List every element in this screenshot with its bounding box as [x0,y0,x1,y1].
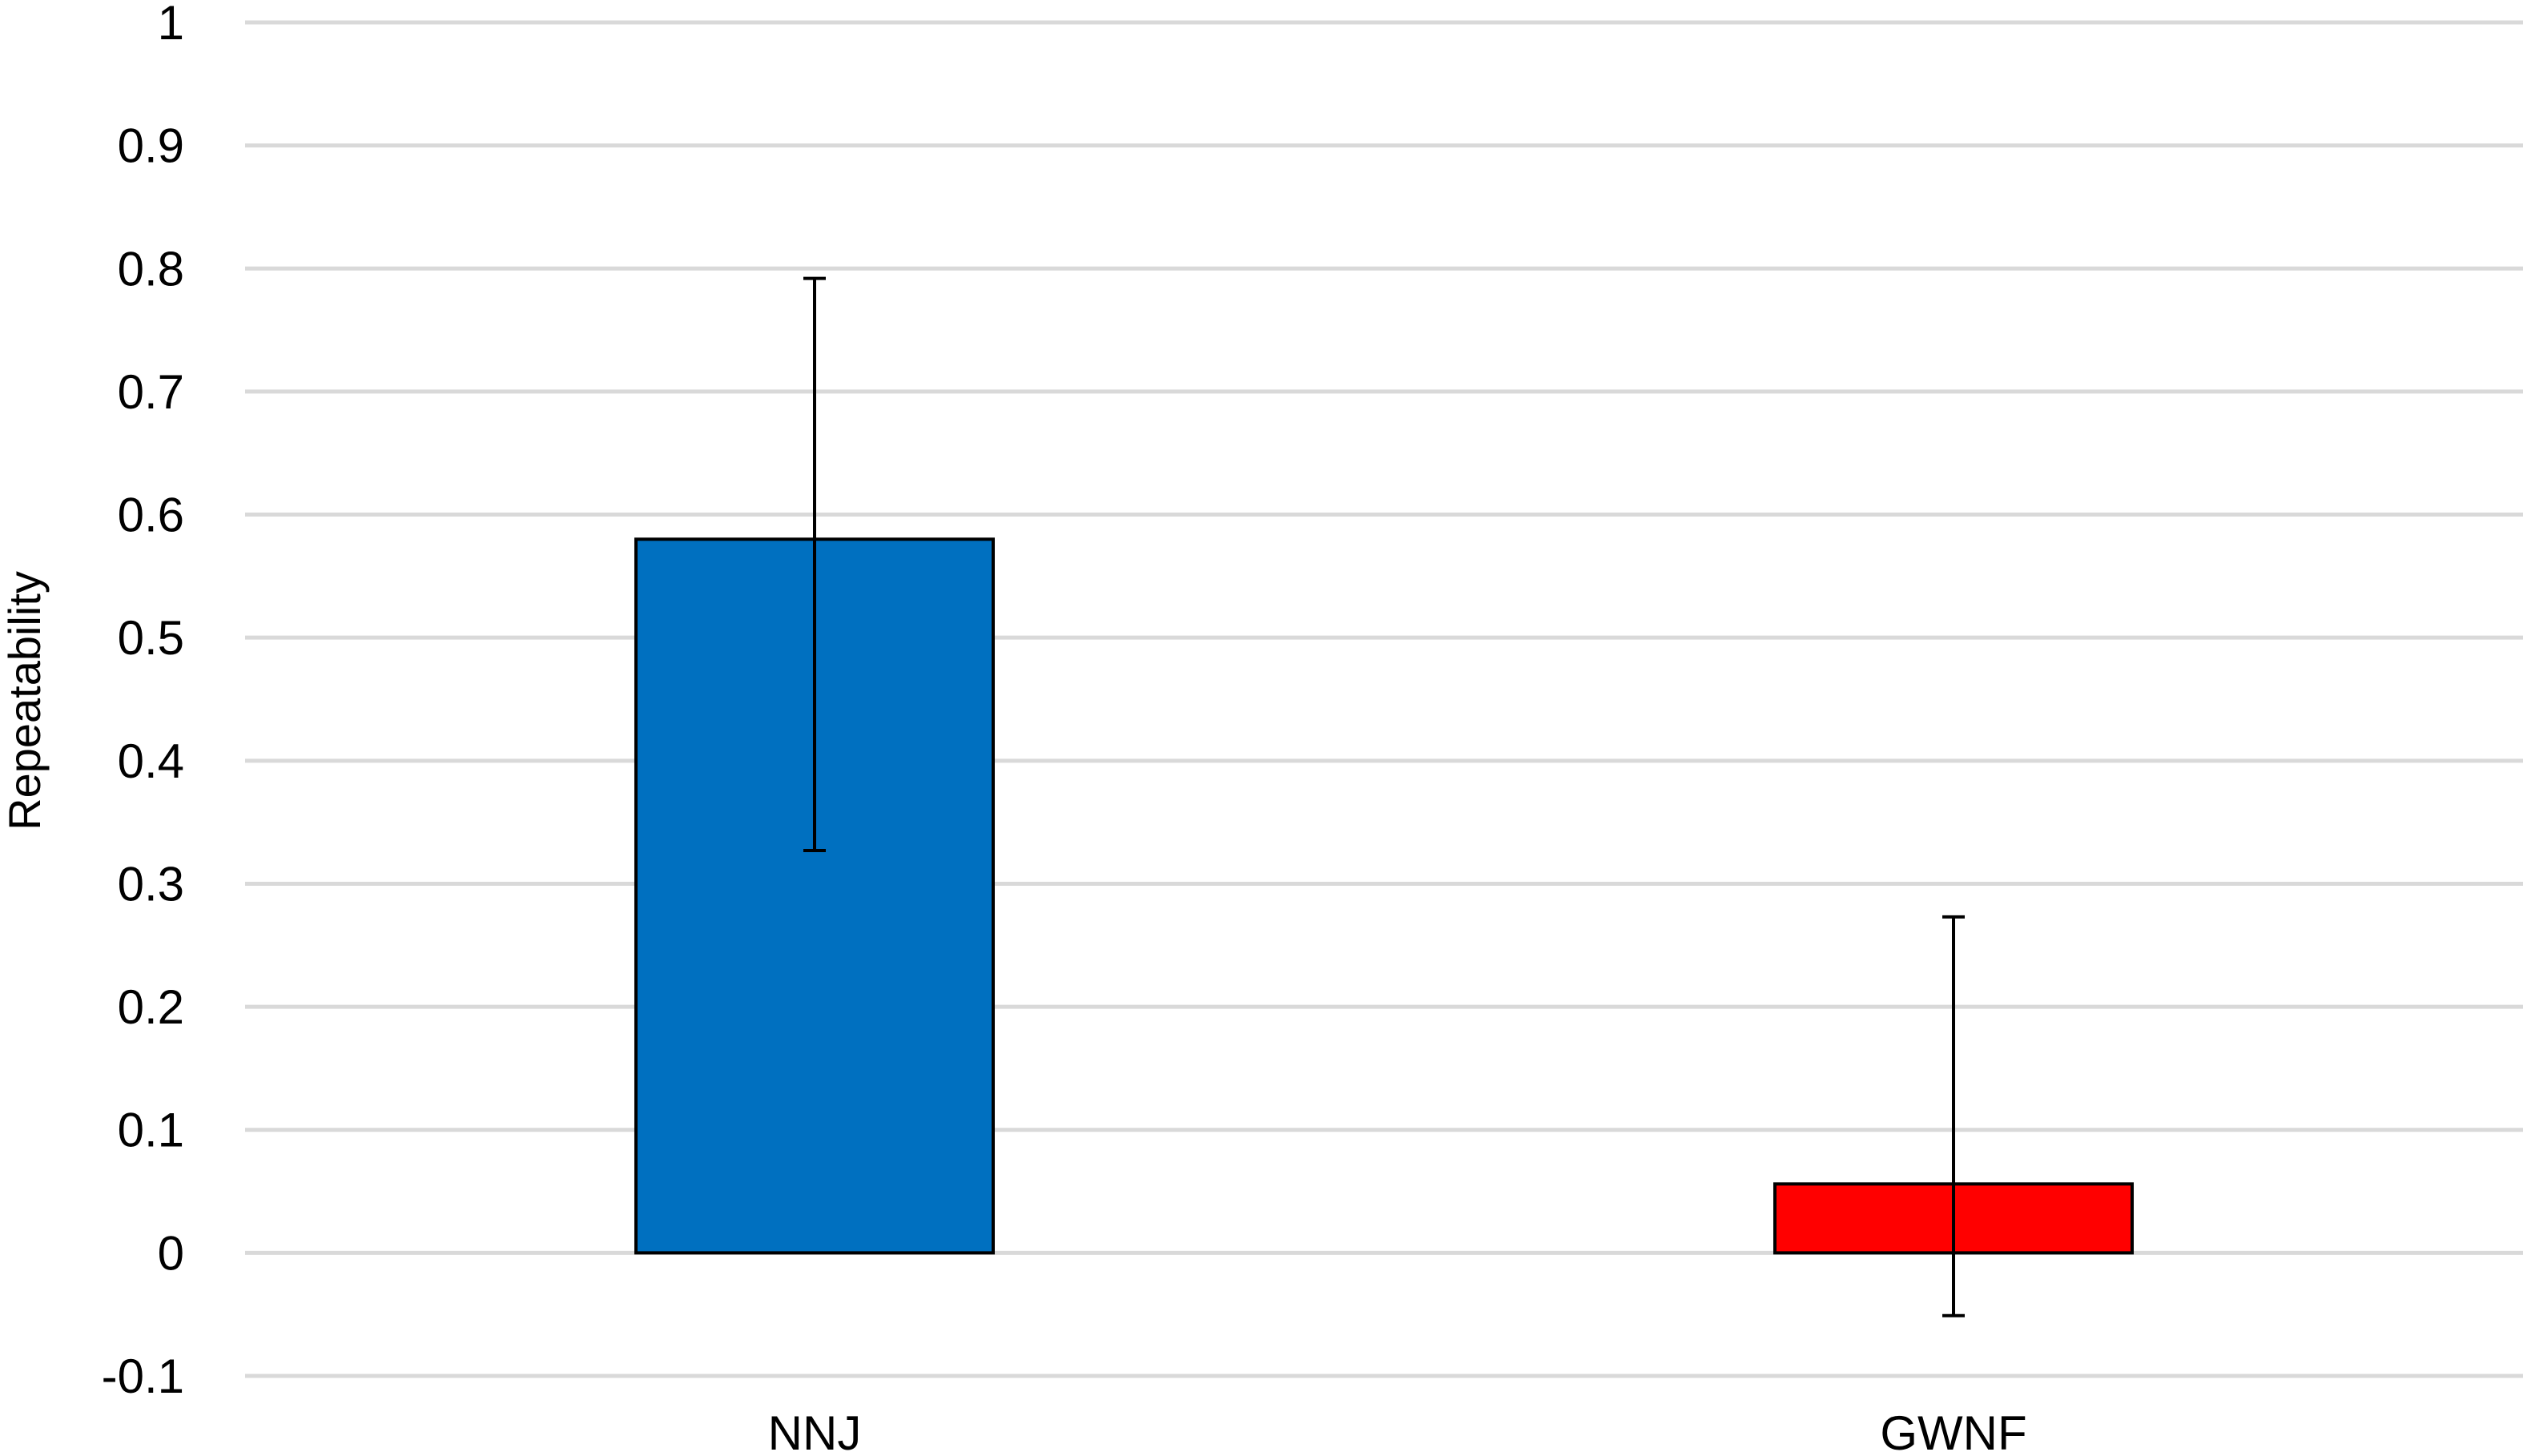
y-tick-label: 0.5 [118,611,184,665]
y-tick-label: 0.6 [118,489,184,542]
y-axis-title: Repeatability [0,571,50,831]
y-tick-label: -0.1 [102,1349,184,1403]
y-tick-label: 0 [158,1226,184,1280]
x-tick-label: NNJ [768,1406,862,1456]
y-tick-label: 1 [158,0,184,50]
y-tick-label: 0.4 [118,734,184,788]
error-bar-nnj [803,276,826,852]
error-bar-gwnf [1942,915,1965,1317]
x-tick-labels: NNJ GWNF [768,1406,2027,1456]
error-bars [803,276,1965,1317]
y-tick-label: 0.7 [118,365,184,419]
gridlines [245,20,2523,1378]
x-tick-label: GWNF [1880,1406,2026,1456]
bars [634,537,2134,1255]
y-tick-label: 0.3 [118,857,184,911]
y-tick-label: 0.9 [118,119,184,173]
y-tick-labels: -0.1 0 0.1 0.2 0.3 0.4 0.5 0.6 0.7 0.8 0.9 1 [102,0,184,1403]
y-tick-label: 0.2 [118,980,184,1034]
y-tick-label: 0.8 [118,242,184,296]
y-tick-label: 0.1 [118,1104,184,1157]
